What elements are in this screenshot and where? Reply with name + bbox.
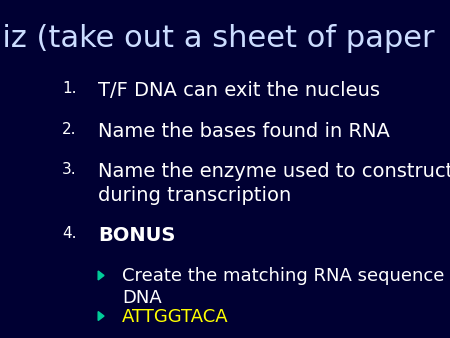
Text: Name the bases found in RNA: Name the bases found in RNA <box>98 122 390 141</box>
Text: 4.: 4. <box>62 226 77 241</box>
Text: 1.: 1. <box>62 81 77 96</box>
Text: Name the enzyme used to construct RNA
during transcription: Name the enzyme used to construct RNA du… <box>98 162 450 205</box>
Text: 3.: 3. <box>62 162 77 177</box>
Text: 2.: 2. <box>62 122 77 137</box>
Text: ATTGGTACA: ATTGGTACA <box>122 308 229 325</box>
Text: BONUS: BONUS <box>98 226 176 245</box>
Polygon shape <box>98 271 104 280</box>
Text: T/F DNA can exit the nucleus: T/F DNA can exit the nucleus <box>98 81 380 100</box>
Text: Create the matching RNA sequence for this
DNA: Create the matching RNA sequence for thi… <box>122 267 450 307</box>
Text: Quiz (take out a sheet of paper: Quiz (take out a sheet of paper <box>0 24 435 53</box>
Polygon shape <box>98 312 104 320</box>
